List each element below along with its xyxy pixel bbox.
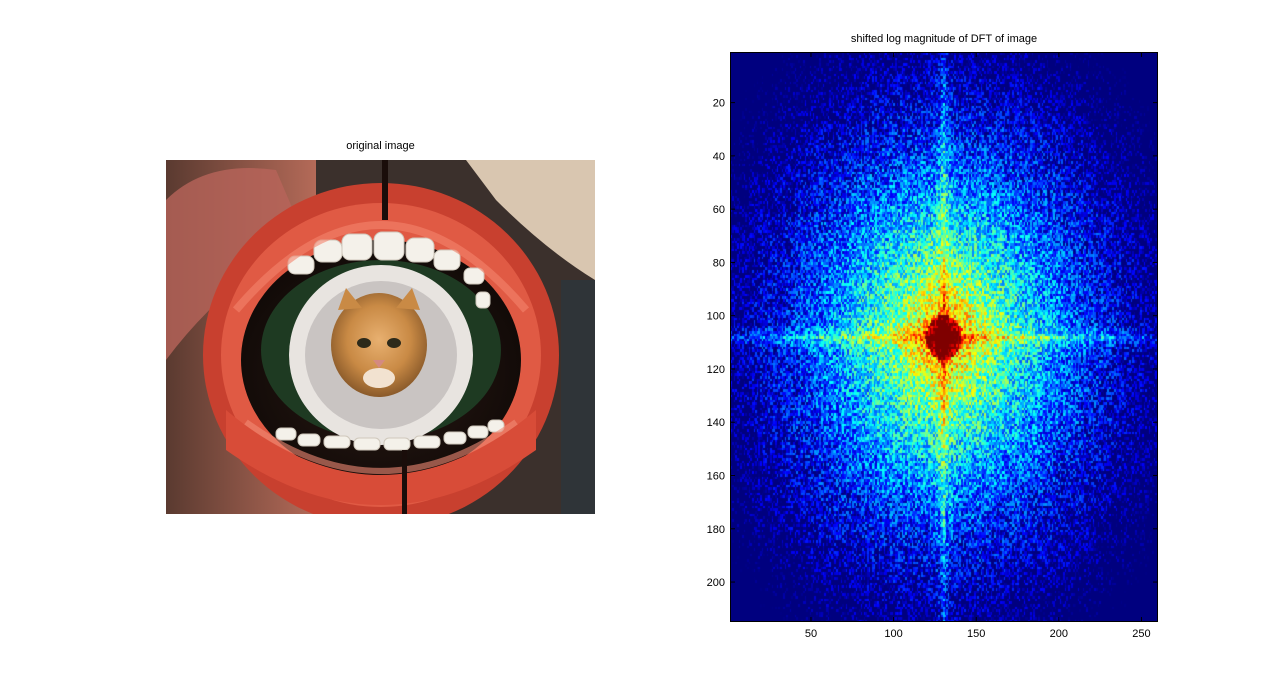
y-tick-label: 200 [707,577,725,589]
x-tick-label: 150 [967,628,985,640]
x-tick-label: 100 [884,628,902,640]
y-tick-label: 20 [713,98,725,110]
y-tick-label: 140 [707,417,725,429]
y-tick-label: 120 [707,364,725,376]
x-tick-label: 200 [1050,628,1068,640]
y-tick-label: 180 [707,524,725,536]
y-tick-label: 40 [713,151,725,163]
y-tick-label: 80 [713,257,725,269]
original-image [166,160,595,514]
y-tick-label: 100 [707,311,725,323]
original-image-title: original image [346,140,415,152]
y-tick-label: 60 [713,204,725,216]
x-tick-label: 50 [805,628,817,640]
photo-icon [166,160,595,514]
dft-heatmap-plot [730,52,1158,622]
dft-chart-title: shifted log magnitude of DFT of image [850,33,1038,45]
y-tick-label: 160 [707,471,725,483]
heatmap-canvas [731,53,1157,621]
x-tick-label: 250 [1132,628,1150,640]
